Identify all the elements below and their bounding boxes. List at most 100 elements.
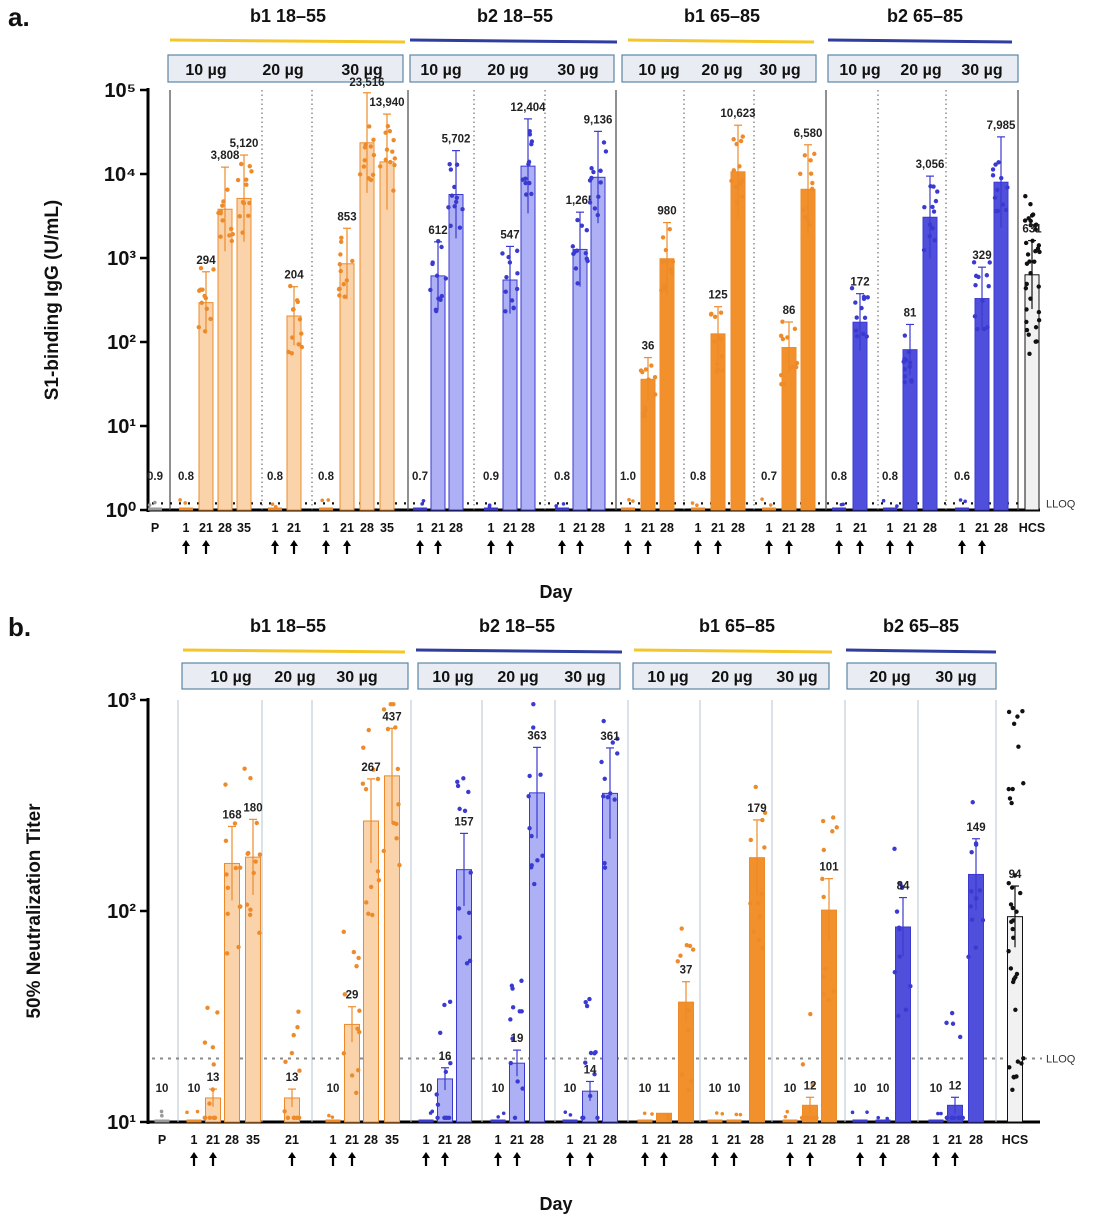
- data-point: [601, 140, 607, 145]
- data-label: 204: [284, 270, 304, 282]
- data-point: [999, 175, 1004, 181]
- data-point: [211, 1062, 216, 1067]
- data-point: [980, 918, 986, 923]
- panel-label: b.: [8, 612, 31, 642]
- data-point: [531, 702, 536, 707]
- data-point: [430, 260, 435, 265]
- data-point: [337, 293, 342, 298]
- bar: [448, 193, 464, 511]
- data-point: [370, 912, 375, 918]
- data-point: [588, 1050, 594, 1056]
- data-label: 361: [600, 731, 620, 743]
- data-point: [610, 740, 615, 745]
- data-point: [1010, 786, 1015, 792]
- dose-label: 20 µg: [711, 669, 752, 686]
- data-point: [1010, 905, 1016, 911]
- dose-box: [409, 54, 615, 83]
- data-point: [854, 333, 860, 339]
- data-point: [526, 161, 531, 167]
- data-label: 168: [222, 809, 242, 821]
- y-tick-label: 10²: [107, 332, 136, 354]
- dose-arrow-head: [586, 1152, 594, 1158]
- data-point: [225, 187, 230, 192]
- data-point: [384, 147, 390, 152]
- data-point: [612, 797, 617, 802]
- data-point: [652, 392, 658, 397]
- bar: [572, 248, 588, 511]
- data-point: [719, 354, 724, 359]
- data-point: [930, 204, 935, 210]
- group-underline: [827, 38, 1013, 44]
- data-point: [1024, 281, 1029, 287]
- bar: [656, 1112, 672, 1123]
- group-underline: [415, 648, 623, 654]
- data-point: [236, 944, 241, 950]
- data-point: [690, 501, 695, 505]
- data-point: [286, 349, 291, 355]
- data-point: [523, 176, 528, 181]
- data-point: [762, 845, 767, 850]
- data-point: [627, 497, 631, 502]
- x-tick-label: 28: [591, 521, 605, 535]
- data-point: [821, 847, 826, 853]
- bar: [659, 258, 675, 511]
- data-point: [972, 314, 978, 319]
- group-title: b2 65–85: [887, 6, 963, 26]
- data-point: [385, 726, 391, 732]
- x-tick-label: P: [158, 1133, 166, 1147]
- data-point: [575, 217, 580, 223]
- dose-label: 10 µg: [839, 62, 880, 79]
- data-point: [935, 189, 940, 194]
- data-point: [455, 783, 461, 789]
- data-label: 81: [904, 307, 917, 319]
- data-point: [454, 162, 460, 167]
- data-point: [579, 223, 585, 228]
- dose-arrow-head: [624, 540, 632, 546]
- x-tick-label: 1: [787, 1133, 794, 1147]
- data-point: [666, 1113, 670, 1118]
- x-tick-label: 21: [975, 521, 989, 535]
- data-point: [977, 888, 983, 893]
- data-point: [800, 1062, 806, 1067]
- data-point: [1013, 1007, 1018, 1012]
- data-point: [740, 178, 745, 183]
- data-point: [601, 794, 606, 799]
- data-point: [1034, 339, 1039, 344]
- x-tick-label: 1: [642, 1133, 649, 1147]
- data-point: [599, 759, 604, 765]
- data-point: [357, 172, 363, 177]
- data-point: [529, 833, 534, 839]
- data-point: [595, 1115, 600, 1120]
- data-point: [196, 324, 202, 330]
- data-point: [244, 177, 249, 182]
- data-point: [361, 745, 366, 750]
- data-point: [709, 311, 714, 316]
- x-tick-label: 1: [959, 521, 966, 535]
- data-point: [515, 1079, 520, 1084]
- data-point: [487, 504, 492, 509]
- data-label: 12: [949, 1080, 962, 1092]
- bar: [224, 862, 240, 1123]
- y-tick-label: 10⁰: [106, 500, 136, 522]
- data-point: [902, 374, 907, 379]
- x-tick-label: 28: [364, 1133, 378, 1147]
- data-point: [780, 336, 786, 342]
- data-point: [1005, 185, 1010, 190]
- data-point: [810, 1115, 815, 1120]
- data-point: [232, 821, 238, 826]
- data-label: 547: [500, 229, 519, 241]
- data-point: [575, 281, 580, 286]
- data-point: [366, 176, 371, 181]
- data-point: [341, 1051, 347, 1056]
- data-point: [438, 297, 443, 303]
- data-point: [435, 1115, 440, 1120]
- dose-arrow-head: [434, 540, 442, 546]
- data-point: [931, 209, 937, 214]
- dose-label: 20 µg: [497, 669, 538, 686]
- bar: [502, 279, 518, 511]
- data-point: [734, 141, 739, 147]
- dose-arrow-head: [494, 1152, 502, 1158]
- data-point: [1036, 284, 1041, 289]
- x-tick-label: 21: [431, 521, 445, 535]
- data-point: [218, 234, 223, 239]
